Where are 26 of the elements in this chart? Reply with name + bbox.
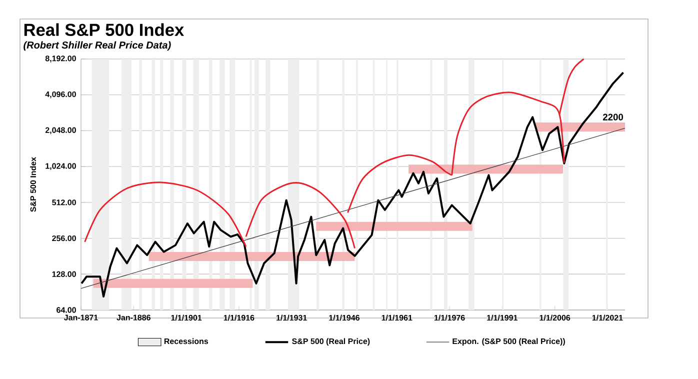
x-tick-label: 1/1/1901: [171, 314, 202, 321]
x-tick-label: Jan-1886: [116, 314, 150, 320]
y-tick-label: 1,024.00: [46, 163, 76, 170]
y-tick-label: 2,048.00: [45, 127, 76, 134]
y-tick-label: 128.00: [52, 271, 76, 277]
y-axis-title: S&P 500 Index: [30, 156, 36, 212]
y-tick-label: 512.00: [52, 200, 76, 206]
x-tick-label: 1/1/2021: [592, 314, 623, 321]
x-tick-label: 1/1/2006: [540, 314, 570, 321]
x-tick-label: 1/1/1946: [329, 314, 360, 321]
x-tick-label: 1/1/1916: [224, 314, 254, 321]
y-tick-label: 64.00: [56, 307, 76, 313]
x-tick-label: 1/1/1931: [276, 314, 307, 321]
y-tick-label: 256.00: [52, 235, 76, 242]
x-tick-label: 1/1/1991: [487, 314, 518, 321]
annotation: 2200: [602, 114, 624, 120]
y-tick-label: 8,192.00: [45, 56, 76, 62]
y-tick-label: 4,096.00: [45, 91, 76, 98]
x-tick-label: Jan-1871: [64, 314, 98, 320]
legend-label: S&P 500 (Real Price): [292, 338, 370, 346]
chart-subtitle: (Robert Shiller Real Price Data): [24, 41, 171, 51]
chart-title: Real S&P 500 Index: [24, 23, 184, 36]
legend-label: Expon. (S&P 500 (Real Price)): [452, 338, 565, 346]
legend-label: Recessions: [164, 338, 208, 344]
x-tick-label: 1/1/1961: [382, 314, 412, 321]
x-tick-label: 1/1/1976: [434, 314, 465, 321]
